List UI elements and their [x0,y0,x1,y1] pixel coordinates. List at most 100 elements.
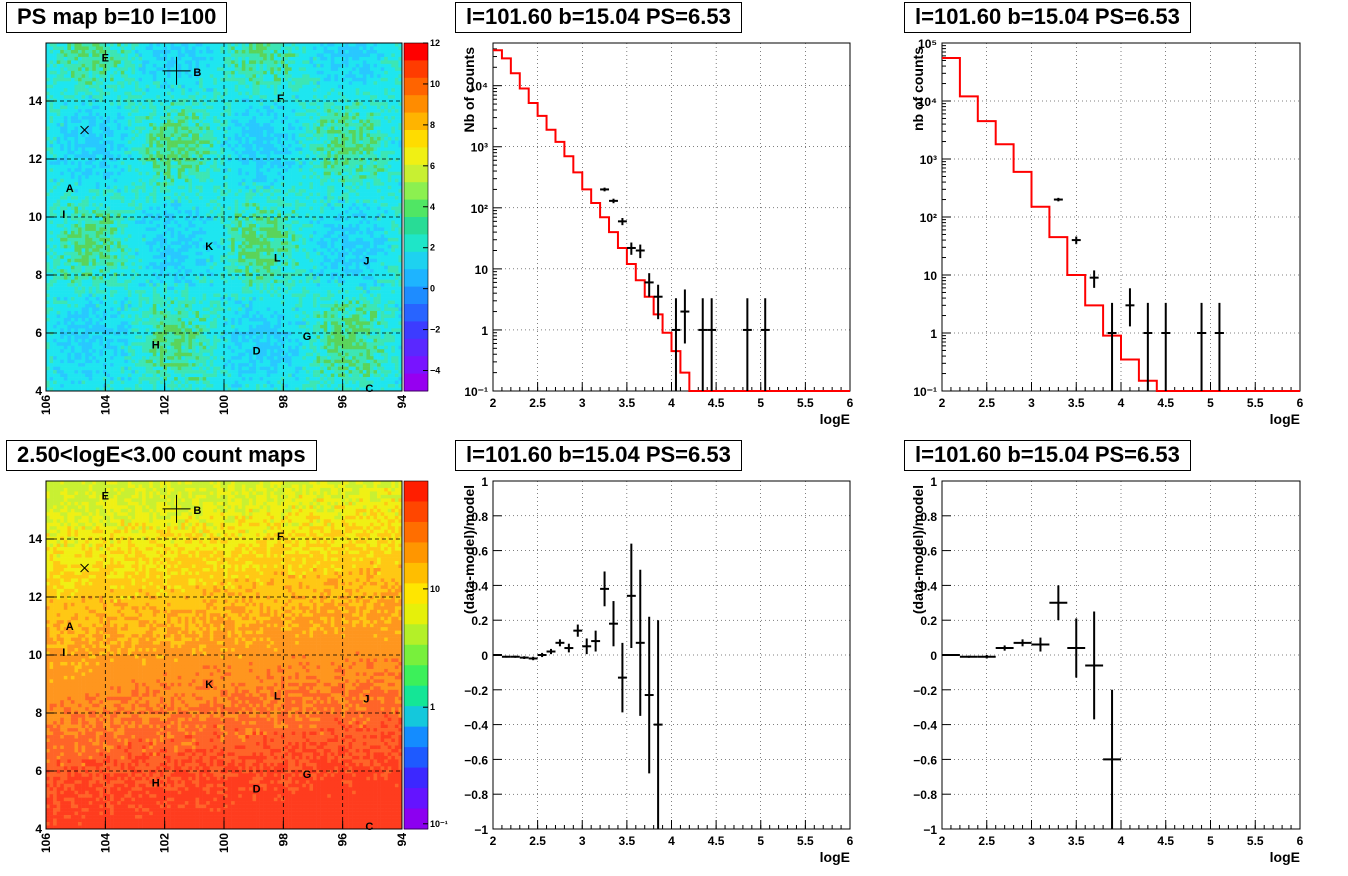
heatmap-cell [363,127,367,131]
heatmap-cell [359,53,363,57]
heatmap-cell [174,210,178,214]
heatmap-cell [206,189,210,193]
heatmap-cell [114,120,118,124]
heatmap-cell [334,144,338,148]
heatmap-cell [356,182,360,186]
heatmap-cell [245,120,249,124]
heatmap-cell [124,50,128,54]
heatmap-cell [370,71,374,75]
heatmap-cell [242,106,246,110]
heatmap-cell [249,71,253,75]
heatmap-cell [149,60,153,64]
heatmap-cell [302,210,306,214]
heatmap-cell [331,113,335,117]
heatmap-cell [71,102,75,106]
heatmap-cell [160,182,164,186]
heatmap-cell [285,57,289,61]
heatmap-cell [185,172,189,176]
heatmap-cell [71,137,75,141]
heatmap-cell [50,210,54,214]
heatmap-cell [171,189,175,193]
heatmap-cell [178,95,182,99]
heatmap-cell [295,57,299,61]
heatmap-cell [260,140,264,144]
heatmap-cell [64,67,68,71]
heatmap-cell [82,57,86,61]
heatmap-cell [388,64,392,68]
heatmap-cell [395,210,399,214]
heatmap-cell [64,116,68,120]
heatmap-cell [117,196,121,200]
heatmap-cell [345,53,349,57]
heatmap-cell [107,172,111,176]
heatmap-cell [181,207,185,211]
heatmap-cell [135,81,139,85]
heatmap-cell [149,161,153,165]
heatmap-cell [306,200,310,204]
heatmap-cell [359,95,363,99]
heatmap-cell [210,109,214,113]
heatmap-cell [356,140,360,144]
heatmap-cell [78,200,82,204]
heatmap-cell [238,81,242,85]
heatmap-cell [60,99,64,103]
heatmap-cell [181,50,185,54]
heatmap-cell [71,140,75,144]
heatmap-cell [359,193,363,197]
heatmap-cell [139,137,143,141]
heatmap-cell [395,50,399,54]
heatmap-cell [107,182,111,186]
heatmap-cell [85,53,89,57]
heatmap-cell [210,106,214,110]
heatmap-cell [171,172,175,176]
heatmap-cell [64,151,68,155]
heatmap-cell [185,123,189,127]
heatmap-cell [224,158,228,162]
heatmap-cell [203,186,207,190]
heatmap-cell [384,67,388,71]
heatmap-cell [288,168,292,172]
heatmap-cell [288,57,292,61]
heatmap-cell [288,116,292,120]
heatmap-cell [338,99,342,103]
heatmap-cell [388,60,392,64]
heatmap-cell [89,196,93,200]
heatmap-cell [263,57,267,61]
heatmap-cell [299,158,303,162]
heatmap-cell [156,161,160,165]
heatmap-cell [196,106,200,110]
heatmap-cell [245,203,249,207]
heatmap-cell [64,144,68,148]
heatmap-cell [295,81,299,85]
heatmap-cell [331,50,335,54]
heatmap-cell [359,46,363,50]
heatmap-cell [89,78,93,82]
heatmap-cell [199,200,203,204]
heatmap-cell [277,207,281,211]
heatmap-cell [252,207,256,211]
heatmap-cell [306,154,310,158]
heatmap-cell [306,113,310,117]
heatmap-cell [252,175,256,179]
heatmap-cell [299,71,303,75]
heatmap-cell [238,207,242,211]
heatmap-cell [203,92,207,96]
heatmap-cell [356,120,360,124]
heatmap-cell [331,140,335,144]
heatmap-cell [156,203,160,207]
heatmap-cell [231,67,235,71]
heatmap-cell [74,120,78,124]
heatmap-cell [366,186,370,190]
heatmap-cell [359,78,363,82]
heatmap-cell [252,71,256,75]
heatmap-cell [181,186,185,190]
heatmap-cell [370,189,374,193]
heatmap-cell [174,168,178,172]
heatmap-cell [366,133,370,137]
heatmap-cell [299,46,303,50]
heatmap-cell [231,81,235,85]
heatmap-cell [363,147,367,151]
heatmap-cell [341,53,345,57]
heatmap-cell [245,99,249,103]
heatmap-cell [156,200,160,204]
